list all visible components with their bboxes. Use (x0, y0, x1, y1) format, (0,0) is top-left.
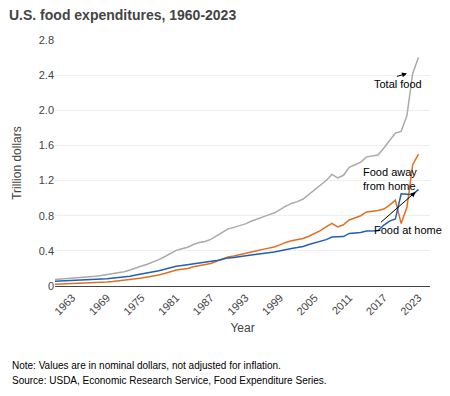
svg-text:2023: 2023 (398, 292, 424, 318)
svg-text:1969: 1969 (86, 292, 112, 318)
svg-text:Trillion dollars: Trillion dollars (10, 126, 24, 200)
svg-text:U.S. food expenditures, 1960-2: U.S. food expenditures, 1960-2023 (9, 7, 236, 23)
svg-text:2017: 2017 (363, 292, 389, 318)
svg-text:1981: 1981 (156, 292, 182, 318)
svg-text:1975: 1975 (121, 292, 147, 318)
svg-text:0.8: 0.8 (39, 210, 54, 222)
svg-text:1.2: 1.2 (39, 174, 54, 186)
svg-text:Total food: Total food (374, 78, 422, 90)
svg-text:Source: USDA, Economic Researc: Source: USDA, Economic Research Service,… (12, 375, 327, 386)
svg-text:0.4: 0.4 (39, 245, 54, 257)
svg-text:1993: 1993 (225, 292, 251, 318)
svg-text:1999: 1999 (260, 292, 286, 318)
svg-text:2.0: 2.0 (39, 104, 54, 116)
svg-text:2.4: 2.4 (39, 69, 54, 81)
svg-text:1.6: 1.6 (39, 139, 54, 151)
svg-text:1963: 1963 (52, 292, 78, 318)
svg-text:Food at home: Food at home (374, 224, 442, 236)
svg-text:Food awayfrom home: Food awayfrom home (363, 166, 417, 192)
svg-text:2005: 2005 (294, 292, 320, 318)
svg-text:1987: 1987 (190, 292, 216, 318)
svg-text:Note: Values are in nominal do: Note: Values are in nominal dollars, not… (12, 360, 281, 371)
svg-text:Year: Year (230, 321, 254, 335)
svg-text:2011: 2011 (329, 292, 354, 317)
svg-text:2.8: 2.8 (39, 34, 54, 46)
svg-text:0: 0 (48, 280, 54, 292)
